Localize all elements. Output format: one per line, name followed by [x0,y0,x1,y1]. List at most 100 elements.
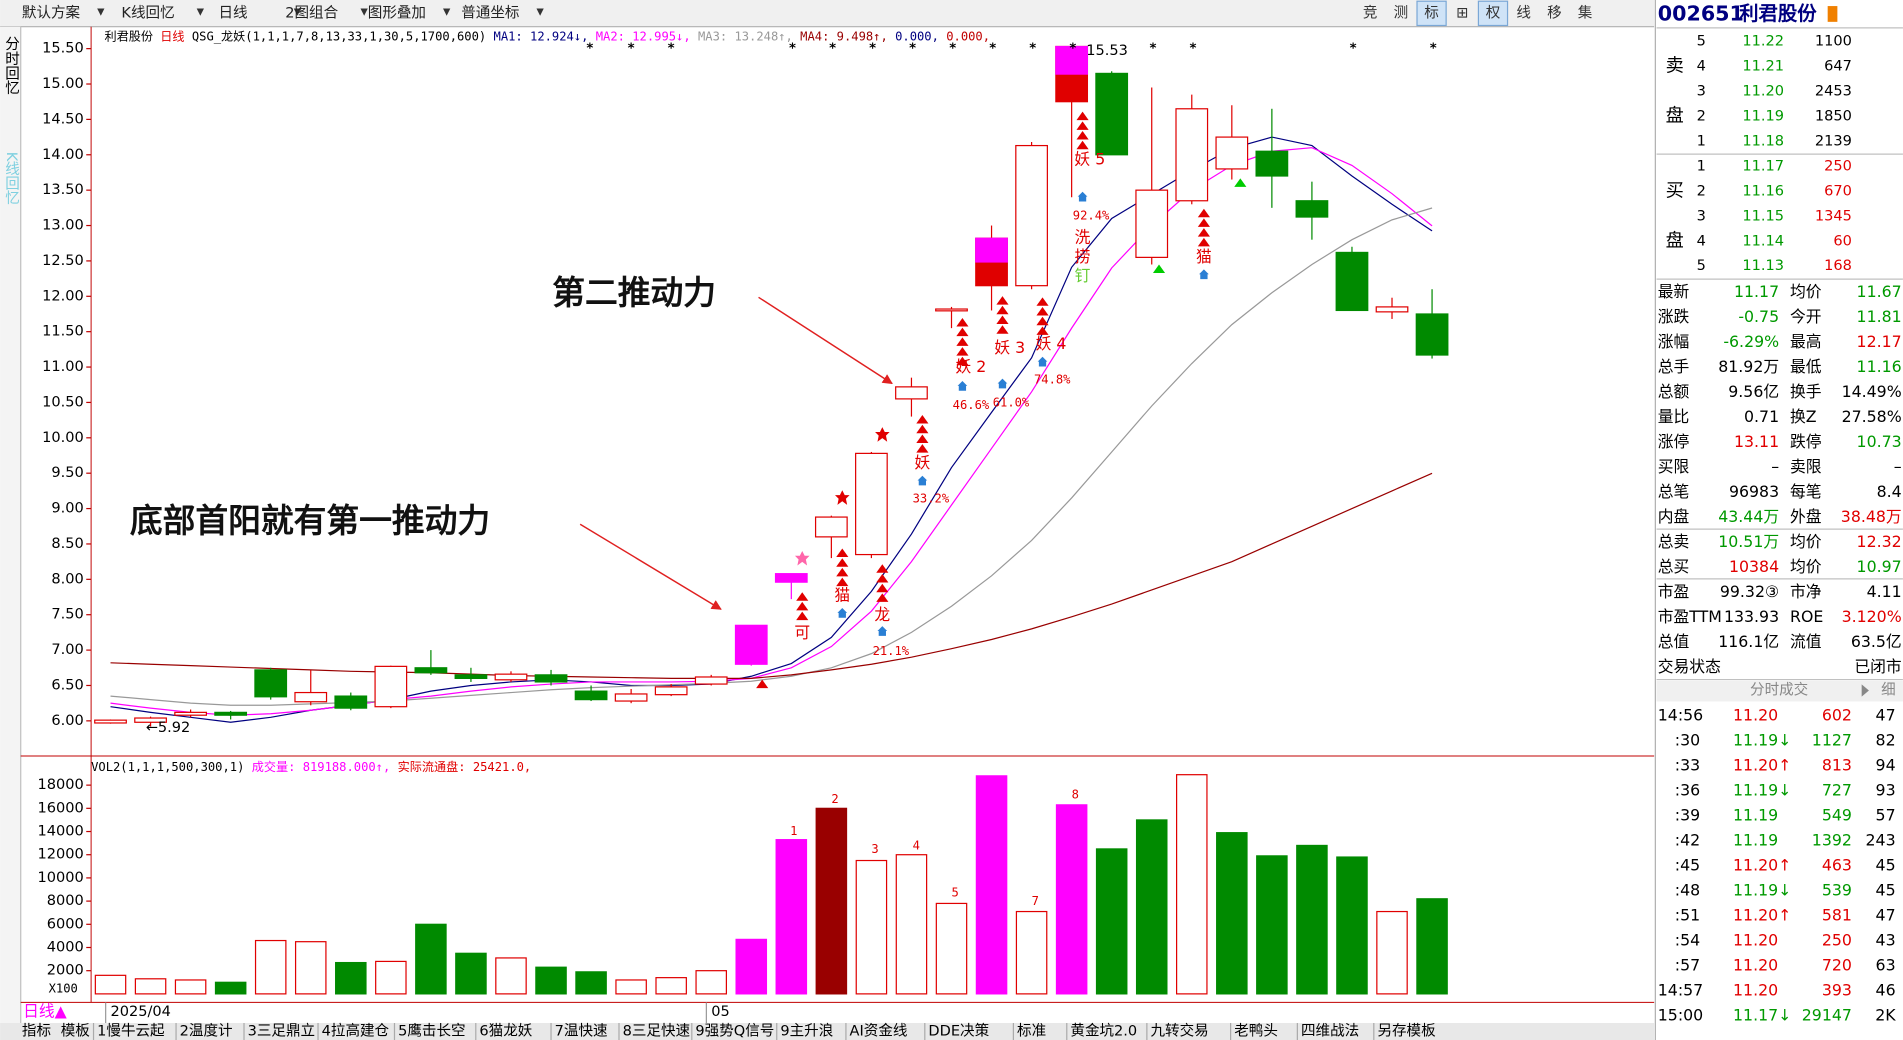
trade-time: :54 [1675,930,1700,949]
bottom-tab[interactable]: 黄金坑2.0 [1070,1023,1137,1040]
trade-time: :48 [1675,880,1700,899]
period-label[interactable]: 日线▲ [23,1002,68,1021]
bottom-tab[interactable]: 2温度计 [180,1023,233,1040]
ma-line [110,472,1433,680]
stat-value: 11.17 [1734,282,1779,301]
bottom-tab[interactable]: 9强势Q信号 [695,1023,774,1040]
annotation-arrow [579,523,722,610]
trade-volume: 250 [1822,930,1852,949]
bottom-tab[interactable]: 9主升浪 [780,1023,833,1040]
trades-detail[interactable]: 细 [1881,682,1896,699]
period: 日线 [160,29,184,43]
stat-label: 总额 [1658,382,1690,401]
toolbar-button[interactable]: 竞 [1363,3,1378,21]
percent-label: 46.6% [953,398,990,412]
volume-tick-label: 6000 [47,915,84,932]
toolbar-item[interactable]: 默认方案 [22,3,81,21]
stat-value: 10.51万 [1718,532,1779,551]
bottom-tab[interactable]: 模板 [61,1022,91,1040]
x-tick-label: 05 [711,1003,730,1020]
bottom-tab[interactable]: 指标 [22,1023,51,1040]
y-tick-label: 14.50 [42,110,84,127]
toolbar-button[interactable]: 测 [1394,4,1409,21]
dropdown-arrow [196,8,204,16]
stat-label: 换Z [1790,407,1817,426]
bottom-tab[interactable]: 1慢牛云起 [97,1023,165,1040]
bottom-tab[interactable]: 6猫龙妖 [479,1023,532,1040]
bottom-tab[interactable]: 5鹰击长空 [398,1023,465,1040]
trade-time: :39 [1675,805,1700,824]
bottom-tab[interactable]: 九转交易 [1151,1022,1209,1040]
volume-header: VOL2(1,1,1,500,300,1) 成交量: 819188.000↑, … [91,758,531,773]
book-price: 11.15 [1742,207,1784,224]
candle-body [734,624,768,665]
signal-triangle [876,593,889,602]
candle-body [1375,306,1409,313]
volume-bar [1135,819,1168,995]
toolbar-button[interactable]: 标 [1424,4,1439,21]
house-icon [917,475,928,486]
ma-label: 0.000, [895,29,939,43]
toolbar-item[interactable]: K线回忆 [121,4,174,21]
bottom-tab[interactable]: 标准 [1017,1023,1046,1040]
candle-body [454,674,488,680]
toolbar-button[interactable]: 移 [1547,4,1562,21]
top-mark: * [668,42,675,57]
candle-body [494,673,528,681]
toolbar-button[interactable]: 集 [1578,4,1593,21]
trade-time: 14:57 [1658,980,1703,999]
bottom-tab[interactable]: 另存模板 [1377,1022,1436,1040]
bottom-tab[interactable]: 8三足快速 [623,1023,690,1040]
stat-value: 10384 [1729,557,1779,576]
stat-value: 已闭市 [1854,657,1901,676]
signal-label: 妖 [914,453,930,472]
house-icon [837,607,848,618]
volume-tick-label: 4000 [47,938,84,955]
bottom-tab[interactable]: AI资金线 [850,1023,908,1040]
signal-triangle [876,574,889,583]
stat-value: 27.58% [1842,407,1902,426]
volume-total: 成交量: 819188.000↑, [252,758,391,773]
book-level: 1 [1697,132,1706,149]
y-tick-label: 11.00 [42,358,84,375]
bottom-tab[interactable]: 4拉高建仓 [322,1023,390,1040]
y-tick-label: 12.50 [42,252,84,269]
trade-price: 11.20 [1733,980,1778,999]
volume-signal: 7 [1032,894,1039,908]
toolbar-item[interactable]: 普通坐标 [461,4,519,21]
signal-triangle [916,415,929,424]
candle-body [1095,72,1129,156]
toolbar-item[interactable]: 2图组合 [285,4,338,21]
trade-time: 14:56 [1658,705,1703,724]
candle-body [855,452,888,556]
signal-triangle [836,567,849,577]
trades-title[interactable]: 分时成交 [1750,681,1808,699]
ma-label: 0.000, [946,29,990,43]
book-price: 11.22 [1742,32,1784,49]
bottom-tab[interactable]: 老鸭头 [1234,1023,1278,1040]
trade-volume: 720 [1822,955,1852,974]
trade-price: 11.19↓ [1733,880,1791,899]
bottom-tab[interactable]: 7温快速 [555,1023,608,1040]
stat-value: 11.81 [1857,307,1902,326]
limit-half [975,237,1008,263]
side-tab[interactable]: K线回忆 [3,152,20,205]
trade-price: 11.19 [1733,805,1778,824]
toolbar-item[interactable]: 日线 [219,4,248,21]
volume-bar [134,978,167,995]
toolbar-button[interactable]: ⊞ [1456,4,1468,21]
trade-time: :33 [1675,755,1700,774]
bottom-tab[interactable]: 四维战法 [1301,1023,1359,1040]
book-price: 11.20 [1742,82,1784,99]
side-tab[interactable]: 分时回忆 [3,36,20,95]
candle-body [935,308,968,312]
signal-triangle [836,577,849,587]
candle-body [334,695,368,709]
toolbar-item[interactable]: 图形叠加 [368,4,426,21]
toolbar-button[interactable]: 权 [1486,4,1501,21]
candle-body [1415,313,1449,356]
bottom-tab[interactable]: DDE决策 [928,1023,989,1040]
top-mark: * [789,42,796,57]
toolbar-button[interactable]: 线 [1516,4,1531,21]
bottom-tab[interactable]: 3三足鼎立 [248,1023,315,1040]
